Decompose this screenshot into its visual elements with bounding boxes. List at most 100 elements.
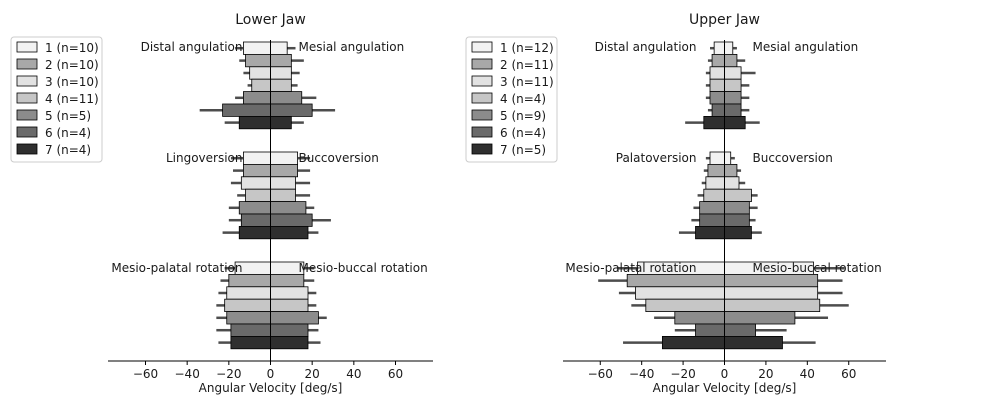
bar-negative — [709, 66, 725, 80]
bar-positive — [270, 54, 292, 68]
legend-entry: 2 (n=11) — [500, 58, 554, 72]
x-tick-label: 20 — [305, 367, 320, 381]
bar-positive — [724, 201, 750, 215]
bar-positive — [270, 323, 309, 337]
legend-swatch — [471, 75, 493, 87]
legend-entry: 4 (n=4) — [500, 92, 546, 106]
legend-swatch — [471, 143, 493, 155]
bar-negative — [224, 298, 271, 313]
bar-positive — [270, 273, 305, 288]
right-direction-label: Mesio-buccal rotation — [753, 261, 882, 275]
lower-jaw-chart: Lower Jaw Distal angulation Mesial angulat… — [10, 12, 433, 395]
bar-negative — [243, 151, 271, 165]
bar-negative — [699, 201, 725, 215]
legend-entry: 7 (n=4) — [45, 143, 91, 157]
left-direction-label: Distal angulation — [595, 40, 697, 54]
bar-positive — [724, 188, 752, 202]
legend-swatch — [471, 126, 493, 138]
legend-swatch — [16, 126, 38, 138]
left-direction-label: Distal angulation — [141, 40, 243, 54]
bar-positive — [270, 163, 298, 178]
bar-positive — [270, 188, 296, 202]
panel-1: Distal angulation Mesial angulation — [595, 40, 858, 130]
bar-negative — [695, 225, 725, 240]
bar-negative — [711, 54, 725, 68]
x-tick-label: 0 — [267, 367, 275, 381]
bar-negative — [709, 151, 725, 165]
chart-title: Upper Jaw — [689, 12, 760, 28]
bar-negative — [230, 335, 271, 350]
bar-negative — [230, 323, 271, 337]
legend-entry: 6 (n=4) — [500, 126, 546, 140]
chart-title: Lower Jaw — [235, 12, 306, 28]
bar-positive — [724, 213, 750, 227]
bar-negative — [635, 286, 725, 300]
bar-negative — [251, 78, 271, 92]
left-direction-label: Palatoversion — [616, 151, 697, 165]
bar-negative — [243, 91, 271, 105]
legend-entry: 3 (n=10) — [45, 75, 99, 89]
legend-swatch — [16, 109, 38, 121]
x-tick-label: −60 — [588, 367, 613, 381]
bar-positive — [724, 54, 738, 68]
panel-2: Lingoversion Buccoversion — [166, 151, 379, 240]
bar-negative — [645, 298, 725, 313]
bar-negative — [713, 41, 725, 55]
bar-negative — [711, 103, 725, 117]
bar-positive — [270, 151, 298, 165]
legend-swatch — [16, 143, 38, 155]
bar-negative — [243, 163, 271, 178]
left-direction-label: Mesio-palatal rotation — [565, 261, 696, 275]
bar-negative — [226, 286, 271, 300]
bar-negative — [695, 323, 725, 337]
bar-positive — [270, 286, 309, 300]
right-direction-label: Buccoversion — [299, 151, 379, 165]
legend-entry: 1 (n=10) — [45, 41, 99, 55]
right-direction-label: Mesial angulation — [299, 40, 405, 54]
legend-entry: 6 (n=4) — [45, 126, 91, 140]
bar-positive — [724, 116, 746, 130]
x-axis-label: Angular Velocity [deg/s] — [653, 381, 797, 395]
x-tick-label: 40 — [346, 367, 361, 381]
bar-positive — [270, 66, 292, 80]
bar-positive — [270, 225, 309, 240]
x-axis-label: Angular Velocity [deg/s] — [199, 381, 343, 395]
bar-positive — [724, 286, 819, 300]
bar-positive — [270, 116, 292, 130]
x-tick-label: −20 — [670, 367, 695, 381]
bar-positive — [270, 298, 309, 313]
panel-3: Mesio-palatal rotation Mesio-buccal rotat… — [111, 261, 428, 350]
bar-positive — [724, 41, 734, 55]
bar-negative — [626, 273, 725, 288]
x-tick-label: −60 — [133, 367, 158, 381]
bar-positive — [724, 225, 752, 240]
x-tick-label: −40 — [629, 367, 654, 381]
bar-positive — [724, 323, 756, 337]
x-tick-label: 60 — [841, 367, 856, 381]
bar-positive — [270, 103, 313, 117]
bar-negative — [240, 213, 271, 227]
bar-negative — [245, 188, 271, 202]
upper-jaw-chart: Upper Jaw Distal angulation Mesial angulat… — [465, 12, 886, 395]
legend-swatch — [471, 109, 493, 121]
bar-positive — [724, 66, 742, 80]
x-tick-label: 60 — [388, 367, 403, 381]
panel-3: Mesio-palatal rotation Mesio-buccal rotat… — [565, 261, 882, 350]
bar-positive — [724, 151, 732, 165]
legend-entry: 4 (n=11) — [45, 92, 99, 106]
panel-1: Distal angulation Mesial angulation — [141, 40, 405, 130]
legend: 1 (n=10) 2 (n=10) 3 (n=10) 4 (n=11) 5 (n=5) 6… — [10, 36, 103, 163]
x-tick-label: 0 — [721, 367, 729, 381]
legend-entry: 5 (n=5) — [45, 109, 91, 123]
bar-negative — [709, 78, 725, 92]
bar-negative — [249, 66, 271, 80]
bar-positive — [270, 311, 319, 325]
right-direction-label: Mesio-buccal rotation — [299, 261, 428, 275]
bar-positive — [270, 213, 313, 227]
bar-negative — [238, 116, 271, 130]
legend-swatch — [471, 92, 493, 104]
legend-swatch — [16, 41, 38, 53]
legend-swatch — [16, 92, 38, 104]
legend-entry: 3 (n=11) — [500, 75, 554, 89]
